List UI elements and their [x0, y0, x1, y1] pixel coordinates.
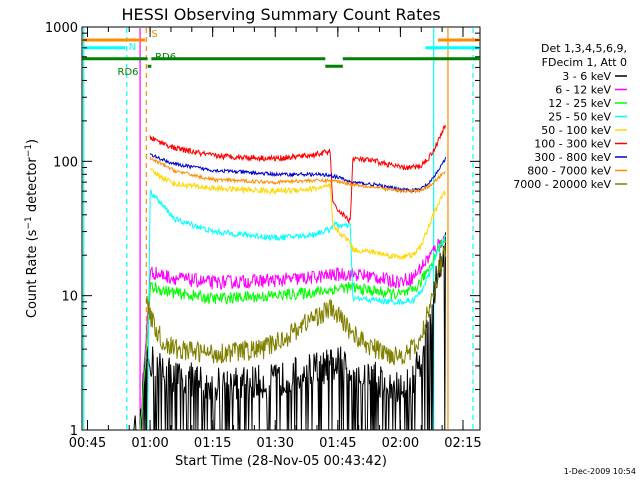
legend-label-7: 800 - 7000 keV	[527, 165, 611, 178]
series-line-2	[139, 237, 446, 431]
x-tick-label-0: 00:45	[69, 436, 106, 451]
flag-label-1: N	[129, 42, 136, 53]
y-tick-label-1: 10	[61, 290, 78, 305]
series-line-3	[147, 189, 446, 431]
legend-label-6: 300 - 800 keV	[534, 151, 611, 164]
y-tick-label-2: 100	[53, 155, 78, 170]
x-tick-label-1: 01:00	[131, 436, 168, 451]
series-line-6	[149, 153, 446, 193]
series-line-5	[149, 125, 446, 225]
x-tick-label-3: 01:30	[257, 436, 294, 451]
x-tick-label-4: 01:45	[319, 436, 356, 451]
flag-label-3: RD6	[155, 52, 176, 63]
series-line-1	[139, 234, 446, 431]
legend-header-0: Det 1,3,4,5,6,9,	[541, 42, 627, 55]
x-tick-label-2: 01:15	[194, 436, 231, 451]
footer-timestamp: 1-Dec-2009 10:54	[564, 467, 636, 476]
legend-label-0: 3 - 6 keV	[562, 70, 611, 83]
chart-title: HESSI Observing Summary Count Rates	[121, 5, 440, 24]
legend-label-2: 12 - 25 keV	[548, 97, 611, 110]
flag-label-2: RD6	[118, 67, 139, 78]
y-tick-label-0: 1	[70, 424, 78, 439]
legend-label-3: 25 - 50 keV	[548, 111, 611, 124]
x-axis-label: Start Time (28-Nov-05 00:43:42)	[175, 454, 387, 469]
legend-header-1: FDecim 1, Att 0	[542, 56, 627, 69]
y-axis-label: Count Rate (s−1 detector−1)	[24, 139, 40, 318]
legend-label-8: 7000 - 20000 keV	[513, 178, 611, 191]
x-tick-label-5: 02:00	[382, 436, 419, 451]
series-line-0	[132, 232, 446, 431]
series-line-7	[149, 156, 446, 195]
x-tick-label-6: 02:15	[444, 436, 481, 451]
legend-label-5: 100 - 300 keV	[534, 138, 611, 151]
series-line-8	[145, 244, 446, 366]
plot-frame	[81, 26, 481, 431]
flag-label-0: S	[151, 29, 157, 40]
series-line-4	[149, 167, 446, 261]
y-tick-label-3: 1000	[45, 21, 78, 36]
legend-label-1: 6 - 12 keV	[555, 84, 611, 97]
legend-label-4: 50 - 100 keV	[541, 124, 611, 137]
